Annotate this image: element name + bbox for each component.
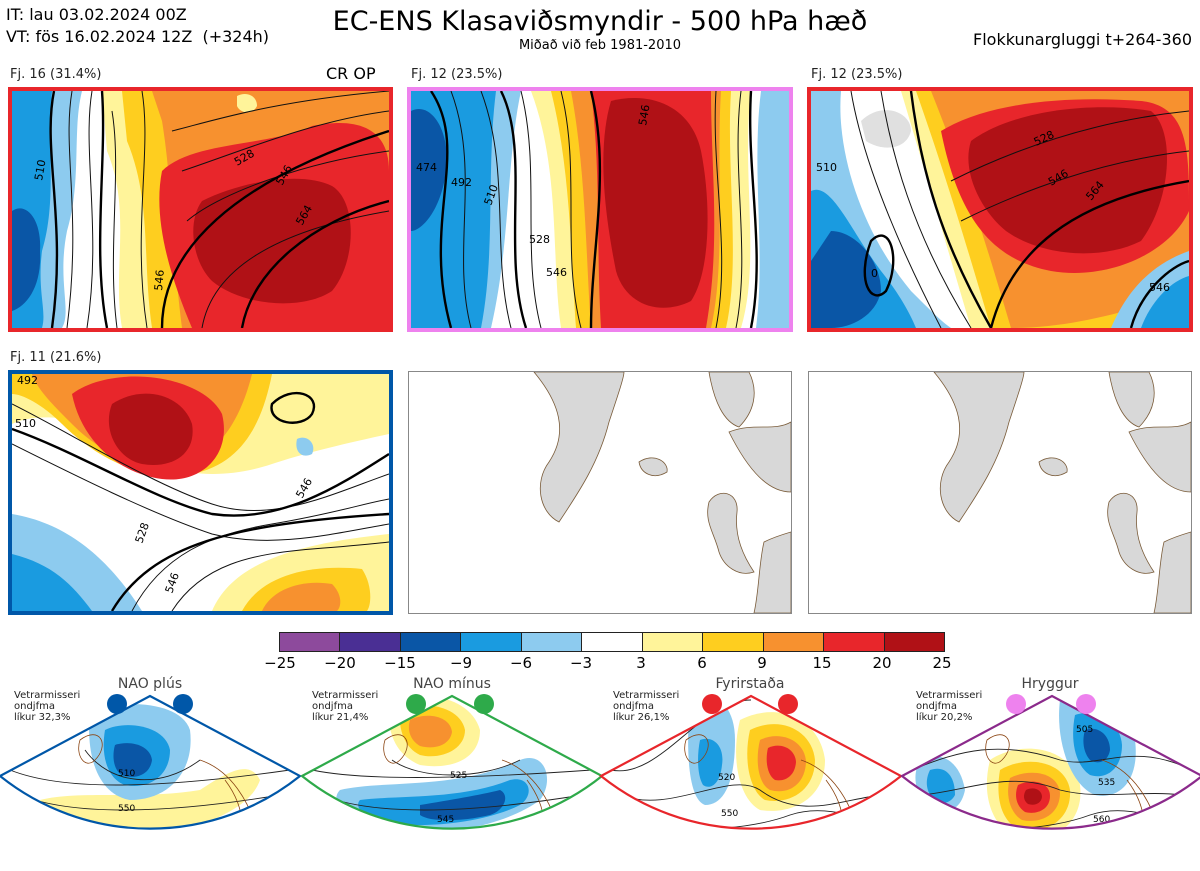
contour-label: 528 [529, 233, 550, 246]
panel-3-label: Fj. 12 (23.5%) [811, 67, 903, 82]
regime-stats-nao-plus: Vetrarmisseri ondjfma líkur 32,3% [14, 690, 81, 723]
regime-dot [1076, 694, 1096, 714]
regime-title-blocking: Fyrirstaða [715, 676, 785, 692]
svg-text:560: 560 [1093, 815, 1110, 825]
cluster-map-panel-3: 510 528 546 564 546 0 [807, 87, 1193, 332]
colorbar-swatch [400, 633, 462, 651]
svg-text:550: 550 [118, 804, 135, 814]
regime-fan-blocking: 520 550 560 [601, 696, 901, 843]
colorbar-tick: 6 [697, 654, 707, 672]
contour-label: 474 [416, 161, 437, 174]
regime-dot [406, 694, 426, 714]
regime-fan-nao-plus: 510 550 [0, 696, 300, 829]
colorbar [279, 632, 945, 652]
regime-dot [173, 694, 193, 714]
colorbar-tick: −25 [264, 654, 296, 672]
colorbar-swatch [642, 633, 704, 651]
colorbar-tick: −9 [449, 654, 473, 672]
cluster-map-panel-2: 474 492 510 528 546 546 [407, 87, 793, 332]
contour-label: 546 [1149, 281, 1170, 294]
panel-1-op-label: CR OP [326, 64, 376, 83]
colorbar-tick: 20 [872, 654, 892, 672]
header-times: IT: lau 03.02.2024 00Z VT: fös 16.02.2024… [6, 4, 269, 48]
colorbar-tick: −3 [569, 654, 593, 672]
regime-dot [1006, 694, 1026, 714]
colorbar-swatch [280, 633, 341, 651]
regime-dot [702, 694, 722, 714]
svg-text:505: 505 [1076, 725, 1093, 735]
contour-label: 492 [17, 374, 38, 387]
cluster-map-panel-4: 510 492 528 546 546 [8, 370, 393, 615]
empty-base-map-2 [808, 371, 1192, 614]
cluster-map-panel-1: 510 528 546 564 546 [8, 87, 393, 332]
colorbar-swatch [340, 633, 401, 651]
svg-text:510: 510 [118, 769, 135, 779]
regime-title-nao-plus: NAO plús [117, 676, 183, 692]
svg-text:525: 525 [450, 771, 467, 781]
colorbar-swatch [763, 633, 825, 651]
page-subtitle: Miðað við feb 1981-2010 [518, 38, 682, 53]
colorbar-swatch [703, 633, 764, 651]
colorbar-swatch [824, 633, 885, 651]
regime-fan-ridge: 505 535 560 [902, 696, 1200, 829]
colorbar-tick: −20 [324, 654, 356, 672]
regime-stats-nao-minus: Vetrarmisseri ondjfma líkur 21,4% [312, 690, 379, 723]
regime-dot [474, 694, 494, 714]
regime-dot [778, 694, 798, 714]
contour-label: 510 [816, 161, 837, 174]
colorbar-swatch [582, 633, 643, 651]
empty-base-map-1 [408, 371, 792, 614]
regime-dot [107, 694, 127, 714]
valid-time: VT: fös 16.02.2024 12Z (+324h) [6, 27, 270, 46]
svg-text:535: 535 [1098, 778, 1115, 788]
contour-label: 0 [871, 267, 878, 280]
colorbar-tick: 25 [932, 654, 952, 672]
svg-text:550: 550 [721, 809, 738, 819]
contour-label: 510 [15, 417, 36, 430]
colorbar-tick: −6 [509, 654, 533, 672]
colorbar-tick: 3 [636, 654, 646, 672]
regime-stats-ridge: Vetrarmisseri ondjfma líkur 20,2% [916, 690, 983, 723]
contour-label: 546 [636, 104, 652, 127]
regime-stats-blocking: Vetrarmisseri ondjfma líkur 26,1% [613, 690, 680, 723]
panel-1-label: Fj. 16 (31.4%) [10, 67, 102, 82]
initial-time: IT: lau 03.02.2024 00Z [6, 5, 187, 24]
svg-text:520: 520 [718, 773, 735, 783]
colorbar-tick: −15 [384, 654, 416, 672]
contour-label: 492 [451, 176, 472, 189]
svg-text:560: 560 [737, 833, 754, 843]
colorbar-swatch [884, 633, 944, 651]
panel-2-label: Fj. 12 (23.5%) [411, 67, 503, 82]
regime-fan-nao-minus: 525 545 565 [302, 696, 602, 861]
classification-window: Flokkunargluggi t+264-360 [973, 30, 1192, 49]
colorbar-swatch [521, 633, 583, 651]
contour-label: 510 [32, 159, 48, 182]
panel-4-label: Fj. 11 (21.6%) [10, 350, 102, 365]
colorbar-tick: 9 [757, 654, 767, 672]
contour-label: 546 [546, 266, 567, 279]
svg-text:545: 545 [437, 815, 454, 825]
colorbar-swatch [461, 633, 522, 651]
regime-fans: 510 550 525 545 565 [0, 694, 1200, 861]
regime-title-nao-minus: NAO mínus [413, 676, 491, 692]
regime-title-ridge: Hryggur [1021, 676, 1079, 692]
colorbar-tick: 15 [812, 654, 832, 672]
page-title: EC-ENS Klasaviðsmyndir - 500 hPa hæð [332, 6, 868, 37]
svg-text:565: 565 [445, 851, 462, 861]
contour-label: 546 [152, 269, 167, 291]
